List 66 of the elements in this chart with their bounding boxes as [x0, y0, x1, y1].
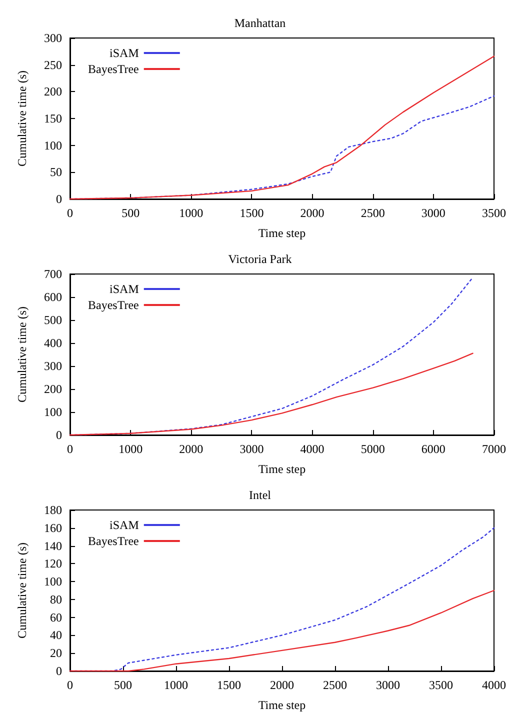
y-tick-label: 0	[56, 428, 62, 442]
y-tick-label: 300	[44, 31, 62, 45]
x-axis-title: Time step	[258, 698, 306, 712]
legend-label: BayesTree	[88, 534, 139, 548]
y-tick-label: 60	[50, 610, 62, 624]
x-tick-label: 4000	[482, 678, 506, 692]
chart-title: Intel	[249, 488, 272, 502]
y-tick-label: 200	[44, 382, 62, 396]
chart-title: Manhattan	[234, 16, 286, 30]
x-tick-label: 2500	[323, 678, 347, 692]
x-tick-label: 3000	[376, 678, 400, 692]
y-tick-label: 200	[44, 84, 62, 99]
x-axis-title: Time step	[258, 462, 306, 476]
x-tick-label: 1000	[164, 678, 188, 692]
y-tick-label: 80	[50, 592, 62, 606]
y-tick-label: 40	[50, 628, 62, 642]
x-tick-label: 5000	[360, 442, 385, 456]
y-axis-title: Cumulative time (s)	[15, 70, 29, 166]
legend-label: iSAM	[110, 46, 140, 60]
y-tick-label: 120	[44, 556, 62, 571]
x-tick-label: 6000	[421, 442, 446, 456]
x-tick-label: 4000	[300, 442, 324, 456]
x-tick-label: 2000	[300, 206, 324, 220]
y-axis-title: Cumulative time (s)	[15, 542, 29, 638]
x-tick-label: 3500	[429, 678, 453, 692]
x-tick-label: 7000	[482, 442, 506, 456]
x-tick-label: 0	[67, 206, 73, 220]
x-tick-label: 1500	[240, 206, 264, 220]
y-tick-label: 100	[44, 138, 62, 152]
x-tick-label: 1000	[118, 442, 143, 456]
x-tick-label: 1000	[179, 206, 204, 220]
x-tick-label: 3000	[421, 206, 446, 220]
x-tick-label: 1500	[217, 678, 241, 692]
y-tick-label: 0	[56, 192, 62, 206]
legend-label: BayesTree	[88, 298, 139, 312]
x-axis-title: Time step	[258, 226, 306, 240]
legend-label: iSAM	[110, 518, 140, 532]
y-tick-label: 150	[44, 112, 62, 126]
y-tick-label: 500	[44, 313, 62, 327]
x-tick-label: 2500	[360, 206, 385, 220]
chart-title: Victoria Park	[228, 252, 292, 266]
y-tick-label: 50	[50, 165, 62, 180]
y-tick-label: 400	[44, 336, 62, 350]
legend-label: BayesTree	[88, 62, 139, 76]
legend-label: iSAM	[110, 282, 140, 296]
x-tick-label: 3000	[240, 442, 264, 456]
y-tick-label: 600	[44, 290, 62, 304]
y-tick-label: 300	[44, 359, 62, 373]
x-tick-label: 3500	[482, 206, 506, 220]
y-tick-label: 250	[44, 58, 62, 72]
y-tick-label: 100	[44, 574, 62, 589]
x-tick-label: 2000	[270, 678, 294, 692]
y-tick-label: 180	[44, 503, 62, 517]
x-tick-label: 500	[122, 206, 140, 220]
y-tick-label: 0	[56, 664, 62, 678]
y-tick-label: 140	[44, 538, 62, 553]
x-tick-label: 500	[114, 678, 132, 692]
y-tick-label: 700	[44, 267, 62, 281]
y-axis-title: Cumulative time (s)	[15, 306, 29, 402]
y-tick-label: 100	[44, 405, 62, 419]
x-tick-label: 0	[67, 678, 73, 692]
y-tick-label: 20	[50, 646, 62, 660]
y-tick-label: 160	[44, 520, 62, 535]
x-tick-label: 2000	[179, 442, 204, 456]
line-series	[69, 352, 474, 436]
x-tick-label: 0	[67, 442, 73, 456]
